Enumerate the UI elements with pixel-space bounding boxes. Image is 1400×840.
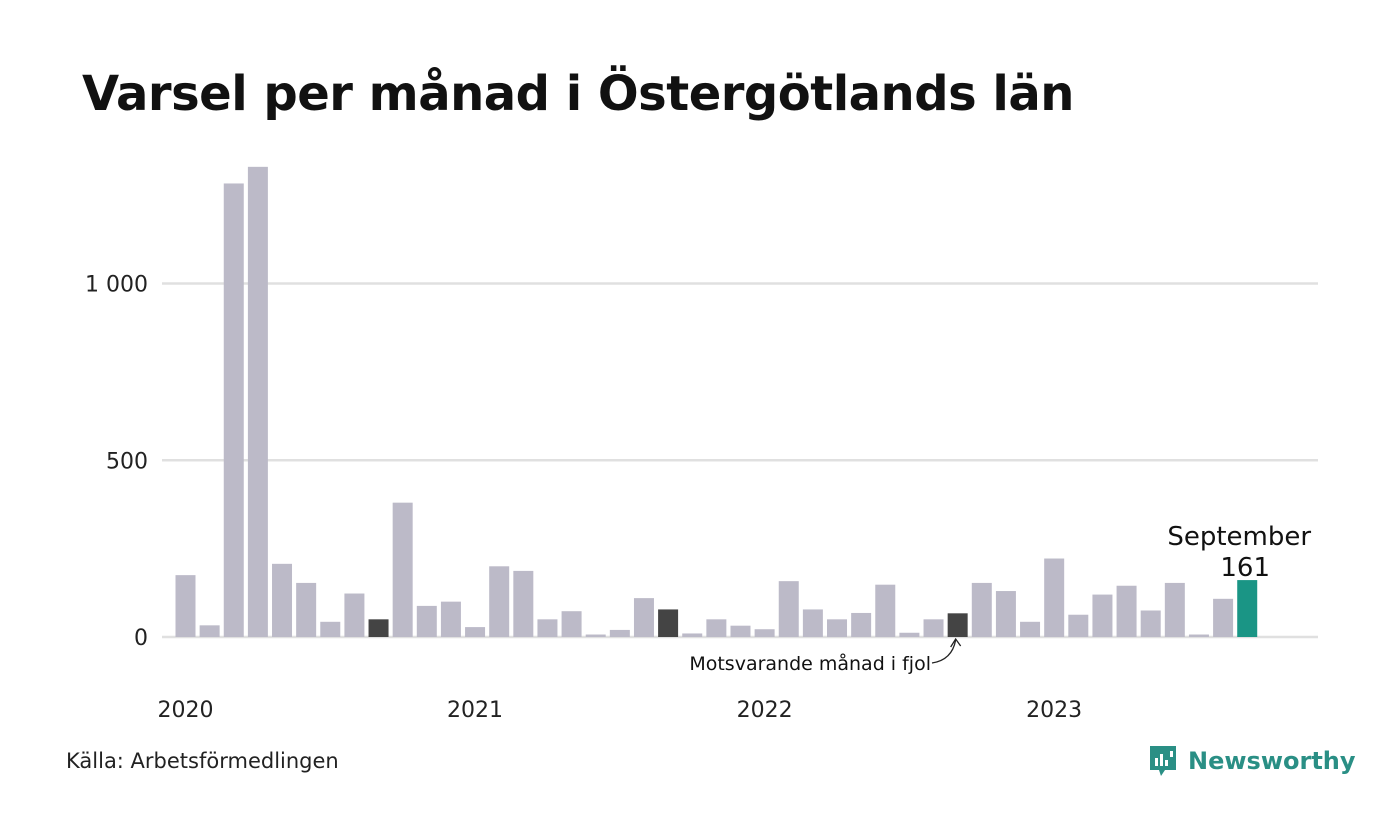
comparison-note: Motsvarande månad i fjol	[689, 652, 931, 675]
x-tick-label: 2020	[158, 698, 214, 723]
bar	[899, 632, 920, 637]
highlight-month-label: September	[1167, 522, 1311, 552]
y-axis-tick-labels: 0 500 1 000	[85, 273, 148, 652]
bar	[416, 605, 437, 637]
bar	[247, 166, 268, 637]
bar	[1164, 582, 1185, 637]
bar	[802, 609, 823, 637]
bar	[1188, 634, 1209, 637]
bar	[851, 612, 872, 637]
x-axis-tick-labels: 2020 2021 2022 2023	[158, 698, 1083, 723]
bar-highlight	[1237, 580, 1258, 637]
bar	[682, 633, 703, 637]
comparison-arrow	[931, 639, 957, 664]
bar	[827, 619, 848, 637]
bar	[223, 183, 244, 637]
grid-lines	[162, 282, 1318, 639]
source-note: Källa: Arbetsförmedlingen	[66, 749, 339, 773]
chart-title: Varsel per månad i Östergötlands län	[82, 66, 1074, 122]
bar	[1044, 558, 1065, 637]
bars	[175, 166, 1258, 637]
bar	[778, 581, 799, 637]
bar	[875, 584, 896, 637]
bar	[1213, 598, 1234, 637]
bar	[995, 591, 1016, 637]
newsworthy-logo-icon	[1150, 746, 1176, 776]
bar	[537, 619, 558, 637]
y-tick-label: 1 000	[85, 273, 148, 298]
bar	[923, 619, 944, 637]
bar	[730, 625, 751, 637]
bar	[1092, 594, 1113, 637]
bar	[392, 502, 413, 637]
x-tick-label: 2023	[1026, 698, 1082, 723]
bar	[199, 625, 220, 637]
bar	[1068, 614, 1089, 637]
brand-logo: Newsworthy	[1148, 744, 1356, 778]
bar	[1020, 621, 1041, 637]
bar	[633, 598, 654, 637]
highlight-value-label: 161	[1220, 553, 1270, 583]
bar	[175, 575, 196, 637]
bar	[344, 593, 365, 637]
bar	[754, 629, 775, 637]
bar-comparison	[658, 609, 679, 637]
bar	[272, 563, 293, 637]
bar	[609, 629, 630, 637]
bar	[1116, 585, 1137, 637]
bar	[1140, 610, 1161, 637]
brand-name: Newsworthy	[1188, 747, 1356, 775]
y-tick-label: 500	[106, 449, 148, 474]
comparison-arrow-head	[950, 637, 962, 648]
bar	[440, 601, 461, 637]
bar	[561, 611, 582, 637]
bar	[706, 619, 727, 637]
y-tick-label: 0	[134, 626, 148, 651]
x-tick-label: 2021	[447, 698, 503, 723]
bar	[489, 566, 510, 637]
bar	[971, 582, 992, 637]
bar-comparison	[947, 613, 968, 637]
x-tick-label: 2022	[737, 698, 793, 723]
bar	[513, 570, 534, 637]
bar	[465, 627, 486, 637]
bar-comparison	[368, 619, 389, 637]
bar	[320, 621, 341, 637]
bar	[296, 582, 317, 637]
bar	[585, 634, 606, 637]
